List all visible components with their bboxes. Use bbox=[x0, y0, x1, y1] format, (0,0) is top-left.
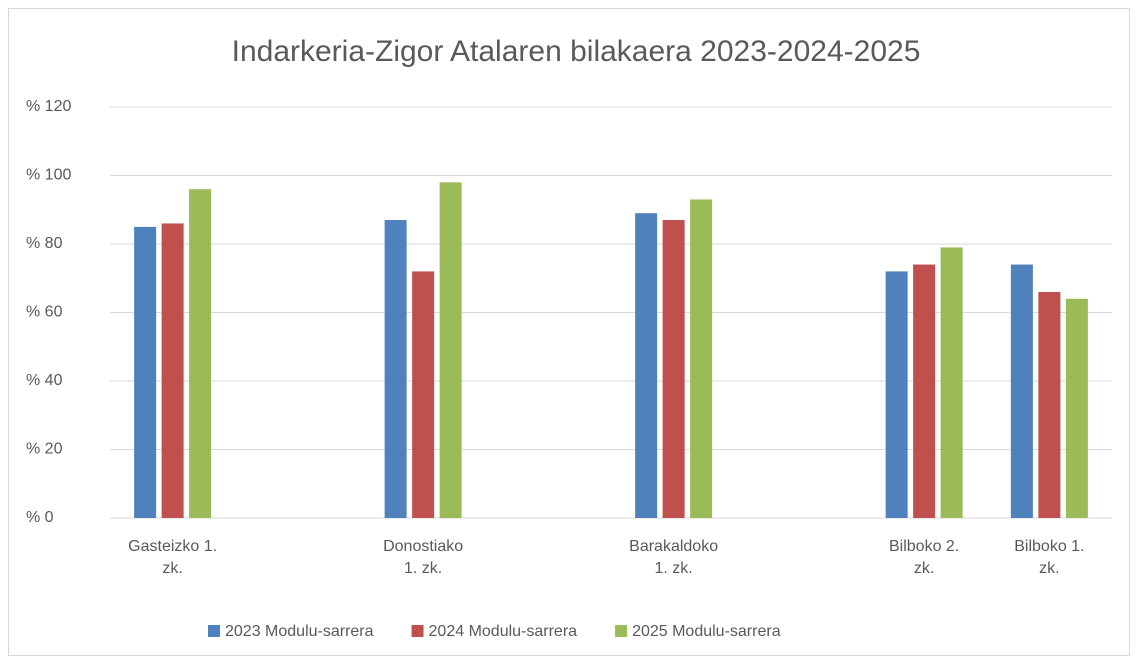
y-tick-label: % 120 bbox=[26, 98, 71, 115]
bar bbox=[412, 271, 435, 518]
bar bbox=[1065, 298, 1088, 518]
legend-label: 2025 Modulu-sarrera bbox=[632, 623, 781, 640]
y-tick-label: % 40 bbox=[26, 372, 63, 389]
legend-item: 2024 Modulu-sarrera bbox=[411, 623, 578, 640]
bar bbox=[885, 271, 908, 518]
legend-label: 2023 Modulu-sarrera bbox=[225, 623, 374, 640]
bar bbox=[439, 182, 462, 518]
bar bbox=[940, 247, 963, 519]
x-tick-label-box: Donostiako 1. zk. bbox=[383, 538, 464, 577]
bar bbox=[662, 220, 685, 518]
x-tick-label-box: Barakaldoko 1. zk. bbox=[629, 538, 719, 577]
legend-swatch bbox=[208, 625, 220, 637]
bar bbox=[1010, 264, 1033, 518]
legend-swatch bbox=[615, 625, 628, 637]
legend-swatch bbox=[411, 625, 424, 637]
bar bbox=[690, 199, 713, 518]
y-tick-label: % 100 bbox=[26, 167, 71, 184]
bar bbox=[161, 223, 184, 518]
x-tick-label: Barakaldoko 1. zk. bbox=[629, 538, 719, 577]
y-tick-label: % 60 bbox=[26, 304, 63, 321]
legend-item: 2023 Modulu-sarrera bbox=[208, 623, 374, 640]
y-tick-label: % 0 bbox=[26, 509, 54, 526]
x-tick-label-box: Gasteizko 1. zk. bbox=[128, 538, 218, 577]
y-tick-label: % 80 bbox=[26, 235, 63, 252]
legend-label: 2024 Modulu-sarrera bbox=[429, 623, 578, 640]
bar bbox=[384, 220, 407, 518]
chart-title: Indarkeria-Zigor Atalaren bilakaera 2023… bbox=[232, 35, 921, 68]
x-tick-label-box: Bilboko 2. zk. bbox=[888, 538, 960, 577]
x-tick-label: Bilboko 2. zk. bbox=[888, 538, 960, 577]
x-tick-label: Donostiako 1. zk. bbox=[383, 538, 464, 577]
bar bbox=[913, 264, 936, 518]
x-tick-label-box: Bilboko 1. zk. bbox=[1014, 538, 1085, 577]
bar bbox=[635, 213, 658, 519]
y-tick-label: % 20 bbox=[26, 441, 63, 458]
x-tick-label: Gasteizko 1. zk. bbox=[128, 538, 218, 577]
bar bbox=[134, 226, 157, 518]
bar bbox=[1038, 291, 1061, 518]
bar bbox=[189, 189, 212, 518]
x-tick-label: Bilboko 1. zk. bbox=[1014, 538, 1085, 577]
legend-item: 2025 Modulu-sarrera bbox=[615, 623, 781, 640]
